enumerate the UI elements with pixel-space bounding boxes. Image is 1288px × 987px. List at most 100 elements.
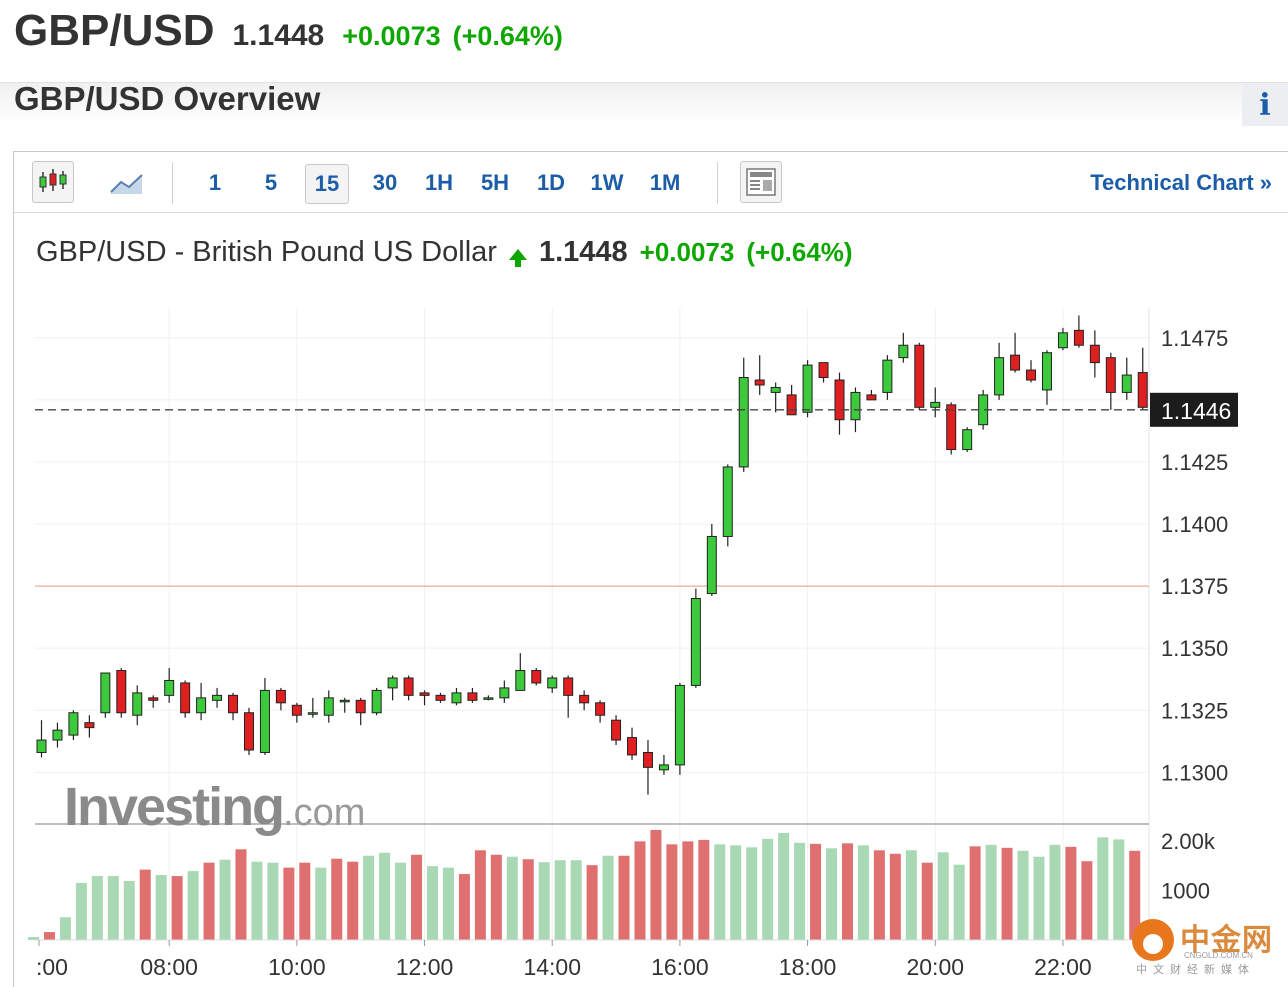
candle-body xyxy=(994,357,1005,396)
x-tick-label: 18:00 xyxy=(779,954,837,980)
candle-body xyxy=(722,466,733,537)
cngold-logo-icon xyxy=(1132,919,1174,961)
volume-bar xyxy=(730,845,742,940)
quote-header: GBP/USD 1.1448 +0.0073 (+0.64%) xyxy=(14,6,563,58)
candle-body xyxy=(882,359,893,393)
candle-body xyxy=(706,535,717,595)
investing-watermark-text: Investing xyxy=(64,777,285,837)
volume-bar xyxy=(810,843,822,940)
volume-bar xyxy=(283,867,295,940)
volume-bar xyxy=(1081,861,1093,940)
candle-body xyxy=(547,677,558,689)
timeframe-15[interactable]: 15 xyxy=(305,164,349,204)
candlestick-chart-button[interactable] xyxy=(32,161,74,203)
timeframe-30[interactable]: 30 xyxy=(372,170,398,195)
news-overlay-icon xyxy=(746,168,776,196)
x-tick-label: 14:00 xyxy=(523,954,581,980)
candle-body xyxy=(898,344,909,359)
volume-bar xyxy=(1065,846,1077,940)
info-button[interactable]: i xyxy=(1242,84,1288,126)
chart-frame xyxy=(13,151,1288,987)
volume-bar xyxy=(251,861,263,940)
candle-body xyxy=(291,704,302,716)
technical-chart-link[interactable]: Technical Chart » xyxy=(1090,170,1272,195)
candle-body xyxy=(802,364,813,413)
volume-bar xyxy=(235,849,247,940)
volume-bar xyxy=(618,855,630,940)
volume-bar xyxy=(1097,837,1109,940)
chart-price-change-percent: (+0.64%) xyxy=(746,237,853,267)
cngold-logo: 中金网 CNGOLD.COM.CN 中文财经新媒体 xyxy=(1132,915,1282,979)
candle-body xyxy=(1010,354,1021,371)
volume-bar xyxy=(682,841,694,940)
volume-bar xyxy=(171,876,183,940)
volume-bar xyxy=(267,862,279,940)
volume-bar xyxy=(714,844,726,940)
candle-body xyxy=(116,670,127,714)
y-tick-label: 1.1350 xyxy=(1161,636,1228,661)
volume-bar xyxy=(315,867,327,940)
candle-body xyxy=(499,687,510,699)
candle-body xyxy=(467,692,478,701)
volume-bar xyxy=(873,850,885,940)
volume-bar xyxy=(778,832,790,940)
x-tick-label: 12:00 xyxy=(396,954,454,980)
timeframe-5[interactable]: 5 xyxy=(264,170,278,195)
line-chart-button[interactable] xyxy=(108,166,148,200)
timeframe-5h[interactable]: 5H xyxy=(480,170,510,195)
candle-body xyxy=(1105,357,1116,393)
timeframe-1h[interactable]: 1H xyxy=(424,170,454,195)
volume-bar xyxy=(363,855,375,940)
volume-bar xyxy=(155,875,167,940)
volume-bar xyxy=(75,883,87,940)
news-overlay-button[interactable] xyxy=(740,161,782,203)
chart-title: GBP/USD - British Pound US Dollar 1.1448… xyxy=(36,236,853,269)
investing-watermark-suffix: .com xyxy=(283,792,366,834)
candle-body xyxy=(275,689,286,704)
candle-body xyxy=(228,694,239,714)
candle-body xyxy=(100,672,111,714)
timeframe-1m[interactable]: 1M xyxy=(649,170,681,195)
candle-body xyxy=(259,689,270,753)
volume-bar xyxy=(1017,850,1029,940)
volume-bar xyxy=(107,876,119,940)
candle-body xyxy=(627,737,638,756)
timeframe-1[interactable]: 1 xyxy=(208,170,222,195)
volume-bar xyxy=(586,865,598,940)
candle-body xyxy=(946,404,957,451)
candle-body xyxy=(387,677,398,689)
timeframe-1d[interactable]: 1D xyxy=(536,170,566,195)
candle-body xyxy=(212,694,223,701)
volume-bar xyxy=(506,856,518,940)
toolbar-separator xyxy=(717,162,718,204)
header-divider xyxy=(0,82,1288,83)
candle-body xyxy=(579,694,590,704)
volume-bar xyxy=(458,874,470,940)
volume-bar xyxy=(299,862,311,940)
volume-bar xyxy=(889,853,901,940)
y-tick-label: 1.1400 xyxy=(1161,512,1228,537)
volume-bar xyxy=(698,839,710,940)
candle-body xyxy=(962,429,973,451)
candle-body xyxy=(770,386,781,393)
volume-bar xyxy=(554,860,566,940)
volume-bar xyxy=(985,844,997,940)
candle-body xyxy=(866,394,877,401)
timeframe-1w[interactable]: 1W xyxy=(590,170,624,195)
candle-body xyxy=(307,712,318,715)
candle-body xyxy=(132,692,143,716)
candle-body xyxy=(818,362,829,379)
x-tick-label: 08:00 xyxy=(140,954,198,980)
volume-bar xyxy=(522,859,534,940)
volume-bar xyxy=(969,846,981,940)
candle-body xyxy=(403,677,414,696)
volume-bar xyxy=(1033,856,1045,940)
volume-bar xyxy=(1001,847,1013,940)
line-chart-icon xyxy=(110,174,143,194)
volume-bar xyxy=(43,932,55,940)
y-tick-label: 1.1375 xyxy=(1161,574,1228,599)
candle-body xyxy=(642,751,653,768)
candle-body xyxy=(674,684,685,766)
candle-body xyxy=(1057,332,1068,349)
